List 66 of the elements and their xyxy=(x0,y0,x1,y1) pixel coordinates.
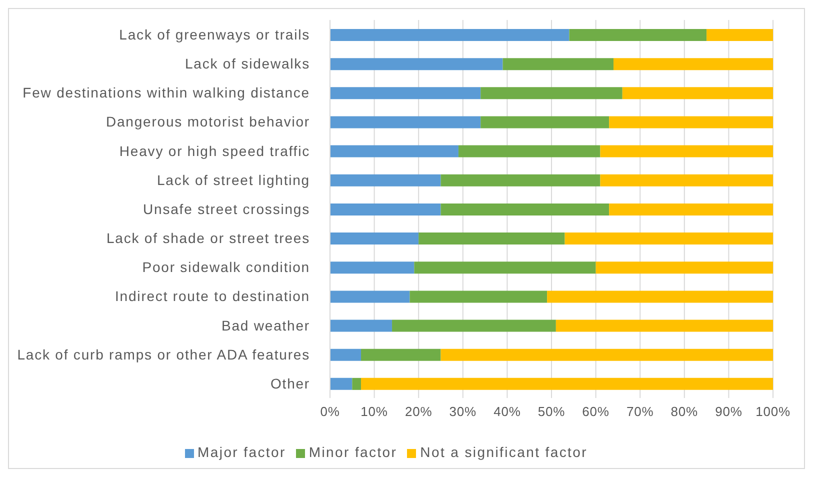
bar xyxy=(600,145,773,158)
x-tick-label: 100% xyxy=(756,404,790,420)
bar xyxy=(330,262,414,274)
bar xyxy=(330,58,503,70)
legend-label: Major factor xyxy=(198,444,286,460)
x-tick-label: 90% xyxy=(715,404,742,420)
bar xyxy=(330,348,362,361)
bar xyxy=(330,290,410,303)
bar xyxy=(330,232,419,245)
bar xyxy=(706,29,773,41)
bar xyxy=(556,320,773,332)
y-tick-label: Unsafe street crossings xyxy=(143,200,310,217)
y-tick-label: Lack of greenways or trails xyxy=(119,26,310,43)
bar xyxy=(547,290,773,303)
bar xyxy=(361,378,773,390)
bar xyxy=(330,320,392,332)
bar xyxy=(418,232,565,245)
bar xyxy=(458,145,600,158)
bar xyxy=(564,232,773,245)
bar xyxy=(622,87,773,100)
y-tick-label: Lack of curb ramps or other ADA features xyxy=(17,346,310,362)
bar xyxy=(330,145,458,158)
bar xyxy=(330,203,441,216)
bar xyxy=(596,262,773,274)
x-tick-label: 10% xyxy=(360,404,388,420)
bar xyxy=(392,320,556,332)
y-tick-label: Other xyxy=(270,375,310,392)
x-tick-label: 0% xyxy=(320,404,340,420)
bar xyxy=(480,87,622,100)
bar xyxy=(414,262,596,274)
y-tick-label: Lack of shade or street trees xyxy=(106,230,310,246)
x-tick-label: 30% xyxy=(449,404,477,420)
x-tick-label: 40% xyxy=(494,404,521,420)
bar xyxy=(440,203,610,216)
x-tick-label: 50% xyxy=(538,404,566,420)
y-tick-label: Lack of sidewalks xyxy=(184,56,310,72)
bar xyxy=(480,116,610,128)
bar xyxy=(609,203,773,216)
y-tick-label: Bad weather xyxy=(221,317,310,334)
bar xyxy=(361,348,441,361)
bar xyxy=(614,58,773,70)
bar xyxy=(330,29,570,41)
legend-label: Minor factor xyxy=(308,444,398,460)
bar xyxy=(330,174,441,186)
x-tick-label: 80% xyxy=(670,404,698,420)
bar xyxy=(502,58,614,70)
y-tick-label: Dangerous motorist behavior xyxy=(106,114,310,130)
y-tick-label: Indirect route to destination xyxy=(115,288,310,304)
x-tick-label: 20% xyxy=(404,404,432,420)
y-tick-label: Lack of street lighting xyxy=(157,172,310,188)
x-tick-label: 60% xyxy=(582,404,610,420)
bar xyxy=(330,116,481,128)
legend-label: Not a significant factor xyxy=(420,444,588,460)
bar xyxy=(330,378,352,390)
bar xyxy=(440,348,773,361)
y-tick-label: Heavy or high speed traffic xyxy=(119,142,310,159)
bar xyxy=(600,174,773,186)
y-tick-label: Few destinations within walking distance xyxy=(22,84,310,101)
bar xyxy=(330,87,481,100)
bar xyxy=(410,290,548,303)
bar xyxy=(440,174,600,186)
bar xyxy=(569,29,707,41)
y-tick-label: Poor sidewalk condition xyxy=(142,259,310,276)
bar xyxy=(609,116,773,128)
x-tick-label: 70% xyxy=(626,404,654,420)
bar xyxy=(352,378,362,390)
